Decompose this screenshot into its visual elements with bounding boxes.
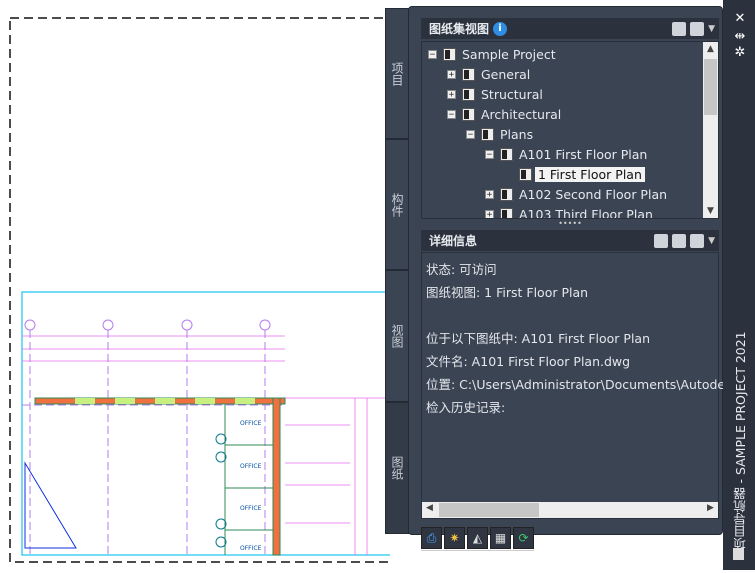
new-view-icon: ✷ — [449, 531, 460, 545]
tree-label: Sample Project — [462, 46, 556, 62]
floor-plan-drawing: OFFICE OFFICE OFFICE OFFICE — [9, 17, 411, 563]
subset-icon — [481, 127, 494, 141]
sheet-set-title: 图纸集视图 — [429, 22, 490, 36]
scroll-down-icon[interactable]: ▼ — [707, 206, 714, 216]
collapse-icon[interactable]: − — [447, 109, 456, 120]
palette-tabs: 项目 构件 视图 图纸 — [385, 8, 409, 534]
expand-icon[interactable]: + — [447, 89, 456, 100]
sheet-set-header: 图纸集视图 i ▼ — [421, 18, 719, 39]
expand-icon[interactable]: + — [485, 189, 494, 200]
publish-button[interactable]: ⎙ — [421, 527, 442, 549]
scroll-left-icon[interactable]: ◀ — [426, 503, 433, 513]
tab-label: 构件 — [390, 192, 404, 217]
tab-components[interactable]: 构件 — [385, 139, 409, 270]
tab-views[interactable]: 视图 — [385, 270, 409, 402]
svg-text:OFFICE: OFFICE — [240, 545, 262, 552]
drawing-canvas[interactable]: OFFICE OFFICE OFFICE OFFICE — [0, 0, 411, 570]
collapse-icon[interactable]: − — [428, 49, 437, 60]
place-view-button[interactable]: ◭ — [467, 527, 488, 549]
sheet-tree: − Sample Project + General + Structural − Ar… — [421, 41, 719, 219]
tree-item-sample-project[interactable]: − Sample Project — [428, 45, 556, 63]
tree-item-view-1[interactable]: 1 First Floor Plan — [519, 165, 645, 183]
sheet-icon — [500, 187, 513, 201]
in-sheet-line: 位于以下图纸中: A101 First Floor Plan — [426, 331, 651, 346]
folder-icon[interactable] — [690, 21, 705, 36]
scroll-right-icon[interactable]: ▶ — [707, 503, 714, 513]
tree-item-architectural[interactable]: − Architectural — [447, 105, 561, 123]
tree-label: A101 First Floor Plan — [519, 146, 648, 162]
filename-line: 文件名: A101 First Floor Plan.dwg — [426, 354, 631, 369]
chevron-down-icon[interactable]: ▼ — [708, 235, 715, 246]
layout-button[interactable]: ▦ — [490, 527, 511, 549]
checkin-history-line: 检入历史记录: — [426, 400, 506, 415]
collapse-icon[interactable]: − — [466, 129, 475, 140]
tree-vertical-scrollbar[interactable]: ▲ ▼ — [703, 42, 718, 218]
refresh-button[interactable]: ⟳ — [513, 527, 534, 549]
details-pane: 状态: 可访问 图纸视图: 1 First Floor Plan 位于以下图纸中… — [421, 252, 743, 519]
layout-icon: ▦ — [494, 531, 507, 545]
pin-icon[interactable]: ⇹ — [734, 29, 746, 44]
sheet-set-icon — [443, 47, 456, 61]
collapse-icon[interactable]: − — [485, 149, 494, 160]
svg-text:OFFICE: OFFICE — [240, 463, 262, 470]
expand-icon[interactable]: + — [485, 209, 494, 219]
tree-label: General — [481, 66, 531, 82]
tree-item-a102[interactable]: + A102 Second Floor Plan — [485, 185, 667, 203]
tree-label: Architectural — [481, 106, 562, 122]
info-icon[interactable]: i — [493, 21, 508, 36]
scroll-thumb[interactable] — [439, 503, 539, 517]
view-history-icon[interactable] — [654, 233, 669, 248]
close-icon[interactable]: ✕ — [734, 11, 746, 26]
tree-label: A103 Third Floor Plan — [519, 206, 653, 219]
expand-icon[interactable]: + — [447, 69, 456, 80]
details-icon[interactable] — [672, 233, 687, 248]
sheet-icon — [500, 147, 513, 161]
gear-icon[interactable]: ✲ — [734, 45, 746, 60]
subset-icon — [462, 67, 475, 81]
place-view-icon: ◭ — [472, 531, 483, 545]
chevron-down-icon[interactable]: ▼ — [708, 23, 715, 34]
svg-text:OFFICE: OFFICE — [240, 505, 262, 512]
tab-label: 图纸 — [390, 456, 404, 480]
sheet-icon — [500, 207, 513, 218]
tree-label: Plans — [500, 126, 534, 142]
svg-text:OFFICE: OFFICE — [240, 420, 262, 427]
location-line: 位置: C:\Users\Administrator\Documents\Aut… — [426, 377, 744, 392]
tree-item-general[interactable]: + General — [447, 65, 530, 83]
project-navigator-panel: 图纸集视图 i ▼ − Sample Project + General + Stru… — [408, 6, 743, 551]
view-icon — [519, 167, 532, 181]
panel-splitter[interactable]: ••••• — [558, 219, 582, 228]
tab-label: 项目 — [390, 61, 404, 86]
preview-icon[interactable] — [690, 233, 705, 248]
palette-title: 项目导航器 - SAMPLE PROJECT 2021 — [733, 331, 748, 550]
tab-sheets[interactable]: 图纸 — [385, 402, 409, 534]
new-view-button[interactable]: ✷ — [444, 527, 465, 549]
palette-title-bar[interactable]: ✕ ⇹ ✲ 项目导航器 - SAMPLE PROJECT 2021 — [723, 0, 755, 570]
tree-item-a103[interactable]: + A103 Third Floor Plan — [485, 205, 653, 219]
details-header: 详细信息 ▼ — [421, 230, 719, 251]
tree-item-plans[interactable]: − Plans — [466, 125, 533, 143]
bottom-toolbar: ⎙ ✷ ◭ ▦ ⟳ — [421, 527, 534, 551]
tab-label: 视图 — [390, 324, 404, 348]
tree-label: Structural — [481, 86, 543, 102]
sheet-set-icon[interactable] — [672, 21, 687, 36]
tree-label: A102 Second Floor Plan — [519, 186, 668, 202]
tree-label: 1 First Floor Plan — [535, 166, 645, 182]
details-title: 详细信息 — [429, 234, 478, 248]
scroll-thumb[interactable] — [704, 59, 717, 115]
subset-icon — [462, 87, 475, 101]
tree-item-a101[interactable]: − A101 First Floor Plan — [485, 145, 647, 163]
palette-menu-icon[interactable] — [733, 548, 744, 560]
publish-icon: ⎙ — [426, 530, 437, 545]
sheet-view-line: 图纸视图: 1 First Floor Plan — [426, 285, 589, 300]
tree-item-structural[interactable]: + Structural — [447, 85, 543, 103]
subset-icon — [462, 107, 475, 121]
scroll-up-icon[interactable]: ▲ — [707, 44, 714, 54]
refresh-icon: ⟳ — [518, 531, 529, 545]
details-horizontal-scrollbar[interactable]: ◀ ▶ — [422, 502, 718, 518]
tab-project[interactable]: 项目 — [385, 8, 409, 139]
status-line: 状态: 可访问 — [426, 262, 497, 277]
